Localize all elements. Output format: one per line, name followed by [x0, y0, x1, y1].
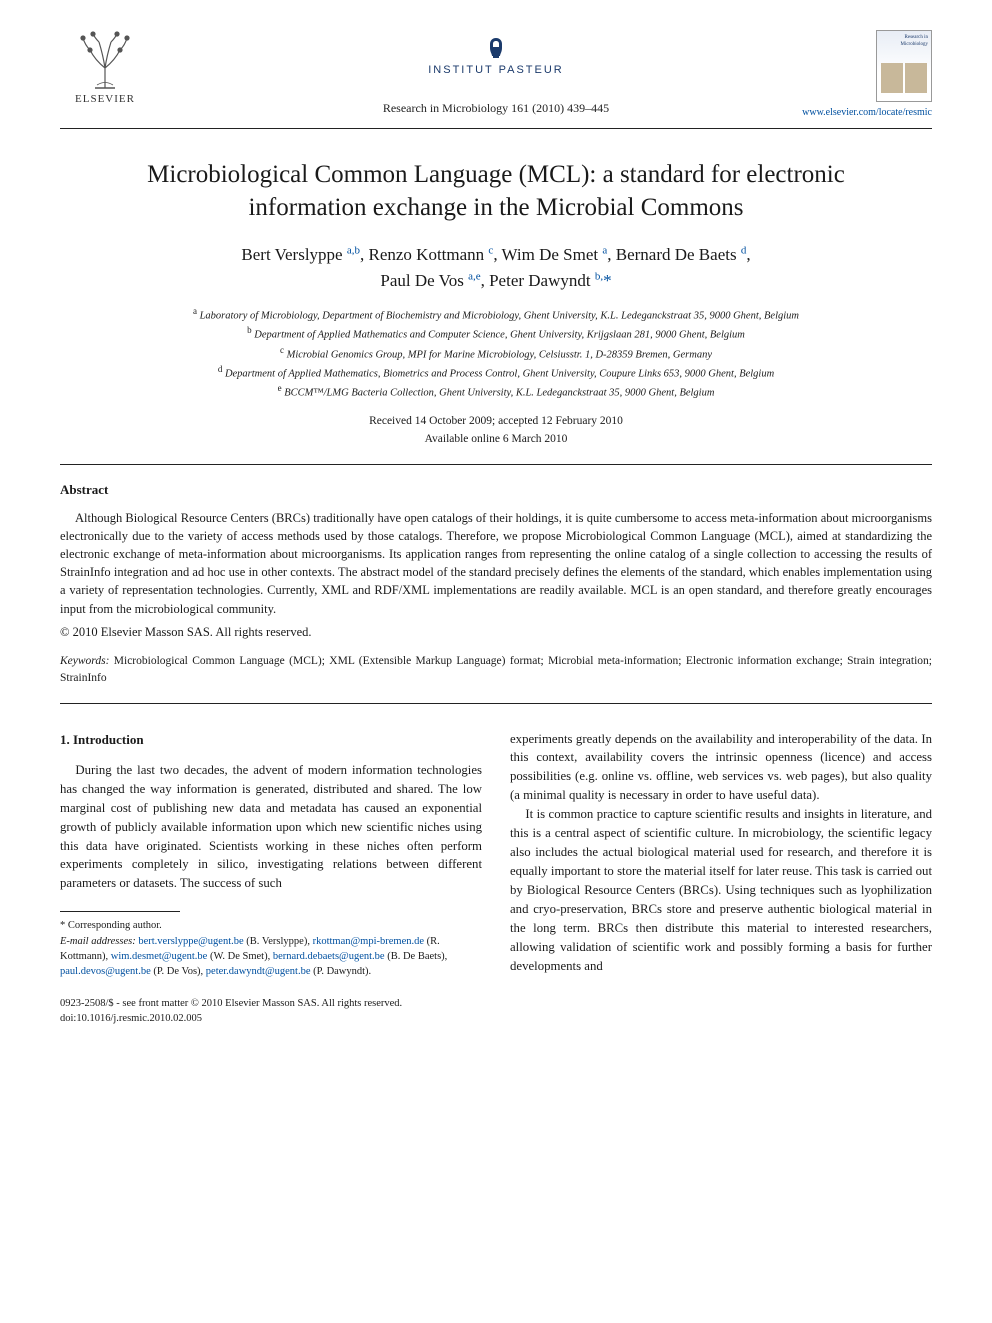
- article-title: Microbiological Common Language (MCL): a…: [100, 159, 892, 224]
- body-columns: 1. Introduction During the last two deca…: [60, 730, 932, 980]
- section-heading: 1. Introduction: [60, 730, 482, 749]
- pasteur-icon: [484, 36, 508, 60]
- abstract-top-rule: [60, 464, 932, 465]
- available-online: Available online 6 March 2010: [60, 431, 932, 448]
- abstract-heading: Abstract: [60, 481, 932, 499]
- email-link[interactable]: bert.verslyppe@ugent.be: [138, 936, 243, 947]
- elsevier-tree-icon: [75, 30, 135, 90]
- keywords-text: Microbiological Common Language (MCL); X…: [60, 655, 932, 684]
- doi-line: doi:10.1016/j.resmic.2010.02.005: [60, 1012, 932, 1027]
- keywords-block: Keywords: Microbiological Common Languag…: [60, 653, 932, 686]
- right-column: experiments greatly depends on the avail…: [510, 730, 932, 980]
- corresponding-author-note: * Corresponding author.: [60, 918, 482, 933]
- email-link[interactable]: wim.desmet@ugent.be: [111, 951, 208, 962]
- dates-block: Received 14 October 2009; accepted 12 Fe…: [60, 413, 932, 448]
- email-link[interactable]: paul.devos@ugent.be: [60, 966, 151, 977]
- page-footer: 0923-2508/$ - see front matter © 2010 El…: [60, 997, 932, 1026]
- journal-cover-thumbnail: Research in Microbiology: [876, 30, 932, 102]
- keywords-label: Keywords:: [60, 655, 109, 667]
- authors-line-1: Bert Verslyppe a,b, Renzo Kottmann c, Wi…: [60, 242, 932, 268]
- email-addresses: E-mail addresses: bert.verslyppe@ugent.b…: [60, 934, 482, 980]
- email-link[interactable]: bernard.debaets@ugent.be: [273, 951, 385, 962]
- intro-paragraph-1: During the last two decades, the advent …: [60, 761, 482, 894]
- institute-name: INSTITUT PASTEUR: [428, 63, 564, 78]
- publisher-block: ELSEVIER: [60, 30, 150, 107]
- issn-line: 0923-2508/$ - see front matter © 2010 El…: [60, 997, 932, 1012]
- header-rule: [60, 128, 932, 129]
- journal-reference: Research in Microbiology 161 (2010) 439–…: [383, 100, 609, 117]
- abstract-text: Although Biological Resource Centers (BR…: [60, 509, 932, 618]
- footnote-block: * Corresponding author. E-mail addresses…: [60, 918, 482, 979]
- authors-line-2: Paul De Vos a,e, Peter Dawyndt b,*: [60, 268, 932, 294]
- publisher-name: ELSEVIER: [75, 92, 135, 107]
- affiliation-line: e BCCM™/LMG Bacteria Collection, Ghent U…: [80, 382, 912, 401]
- affiliation-line: a Laboratory of Microbiology, Department…: [80, 305, 912, 324]
- left-column: 1. Introduction During the last two deca…: [60, 730, 482, 980]
- institute-logo: INSTITUT PASTEUR: [428, 36, 564, 78]
- journal-url-link[interactable]: www.elsevier.com/locate/resmic: [802, 106, 932, 120]
- authors-block: Bert Verslyppe a,b, Renzo Kottmann c, Wi…: [60, 242, 932, 293]
- affiliations-block: a Laboratory of Microbiology, Department…: [80, 305, 912, 401]
- abstract-bottom-rule: [60, 703, 932, 704]
- received-accepted: Received 14 October 2009; accepted 12 Fe…: [60, 413, 932, 430]
- affiliation-line: b Department of Applied Mathematics and …: [80, 324, 912, 343]
- email-link[interactable]: rkottman@mpi-bremen.de: [313, 936, 424, 947]
- intro-paragraph-2: It is common practice to capture scienti…: [510, 805, 932, 975]
- abstract-copyright: © 2010 Elsevier Masson SAS. All rights r…: [60, 624, 932, 642]
- intro-paragraph-1-cont: experiments greatly depends on the avail…: [510, 730, 932, 806]
- cover-title: Research in Microbiology: [877, 34, 928, 48]
- journal-cover-block: Research in Microbiology www.elsevier.co…: [842, 30, 932, 120]
- center-header: INSTITUT PASTEUR Research in Microbiolog…: [150, 30, 842, 117]
- affiliation-line: c Microbial Genomics Group, MPI for Mari…: [80, 344, 912, 363]
- email-link[interactable]: peter.dawyndt@ugent.be: [206, 966, 311, 977]
- footnote-rule: [60, 911, 180, 912]
- page-header: ELSEVIER INSTITUT PASTEUR Research in Mi…: [60, 30, 932, 120]
- affiliation-line: d Department of Applied Mathematics, Bio…: [80, 363, 912, 382]
